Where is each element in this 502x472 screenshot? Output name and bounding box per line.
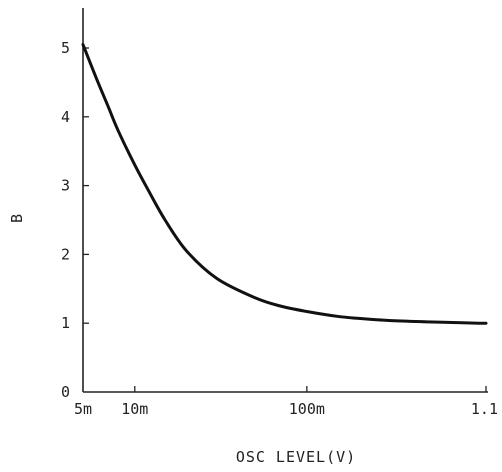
chart-ticks: 0 1 2 3 4 5 5m 10m 100m 1.1 — [61, 39, 498, 418]
x-tick-label: 10m — [121, 400, 148, 418]
series-line-0 — [81, 43, 488, 325]
y-tick-label: 3 — [61, 177, 70, 195]
y-tick-label: 4 — [61, 108, 70, 126]
y-tick-label: 2 — [61, 245, 70, 263]
x-tick-label: 100m — [289, 400, 325, 418]
chart-axes — [82, 8, 488, 393]
x-tick-label: 1.1 — [471, 400, 498, 418]
y-tick-label: 5 — [61, 39, 70, 57]
y-axis-title: B — [8, 213, 26, 223]
y-tick-label: 0 — [61, 383, 70, 401]
x-axis-title: OSC LEVEL(V) — [236, 448, 356, 466]
x-tick-label: 5m — [74, 400, 92, 418]
chart-series — [81, 43, 488, 325]
y-tick-label: 1 — [61, 314, 70, 332]
